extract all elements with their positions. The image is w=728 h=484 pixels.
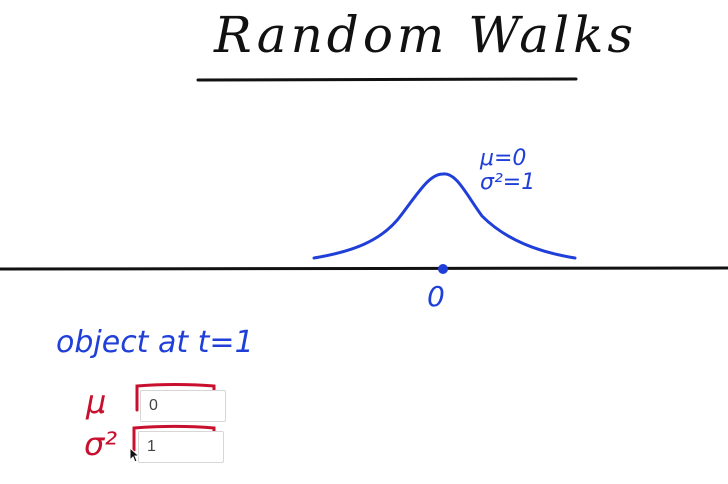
title-underline bbox=[196, 77, 578, 82]
mu-field-bracket bbox=[135, 383, 216, 412]
mouse-pointer-icon bbox=[129, 447, 139, 463]
variance-field-bracket bbox=[132, 425, 216, 452]
origin-dot bbox=[438, 264, 448, 274]
curve-mu-label: μ=0 bbox=[480, 146, 527, 171]
axis-origin-label: 0 bbox=[427, 280, 445, 313]
object-label: object at t=1 bbox=[56, 325, 254, 360]
mu-field-label: μ bbox=[86, 383, 107, 421]
variance-input[interactable] bbox=[138, 431, 224, 463]
slide-title: Random Walks bbox=[214, 6, 638, 64]
mu-input[interactable] bbox=[140, 390, 226, 422]
curve-variance-label: σ²=1 bbox=[480, 170, 536, 195]
variance-field-label: σ² bbox=[84, 425, 118, 463]
number-line bbox=[0, 266, 728, 271]
normal-curve bbox=[312, 172, 577, 260]
